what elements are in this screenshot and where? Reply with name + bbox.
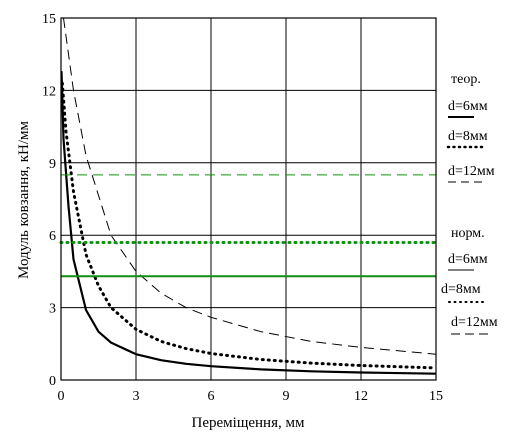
y-tick-label-0: 0 [49,374,56,389]
y-tick-label-4: 12 [42,84,56,99]
legend-theory-d12-label: d=12мм [448,164,495,179]
legend-theory-d6-label: d=6мм [448,99,488,114]
x-axis-title: Переміщення, мм [192,415,305,431]
x-tick-label-2: 6 [208,389,215,404]
series-layer [59,17,438,375]
grid [60,17,437,381]
series-theory-d6-line [60,71,437,375]
series-theory-d8-line [60,81,438,370]
x-tick-label-0: 0 [58,389,65,404]
y-tick-label-3: 9 [49,157,56,172]
legend-norm-d12-label: d=12мм [451,315,498,330]
x-tick-label-4: 12 [354,389,368,404]
legend-heading-norm: норм. [451,226,485,241]
y-tick-label-1: 3 [49,302,56,317]
y-tick-label-5: 15 [42,12,56,27]
x-tick-label-3: 9 [283,389,290,404]
x-tick-label-5: 15 [429,389,443,404]
plot-frame [60,17,437,381]
series-theory-d12-line [63,17,437,355]
legend: теор. d=6мм d=8мм d=12мм норм. d=6мм d=8… [441,72,498,335]
x-tick-label-1: 3 [133,389,140,404]
legend-norm-d8-label: d=8мм [441,282,481,297]
y-tick-label-2: 6 [49,229,56,244]
legend-heading-theory: теор. [451,72,481,87]
legend-theory-d8-label: d=8мм [448,129,488,144]
y-axis-title: Модуль ковзання, кН/мм [16,120,32,279]
legend-norm-d6-label: d=6мм [448,252,488,267]
tick-labels: 0 3 6 9 12 15 0 3 6 9 12 15 [42,12,443,404]
